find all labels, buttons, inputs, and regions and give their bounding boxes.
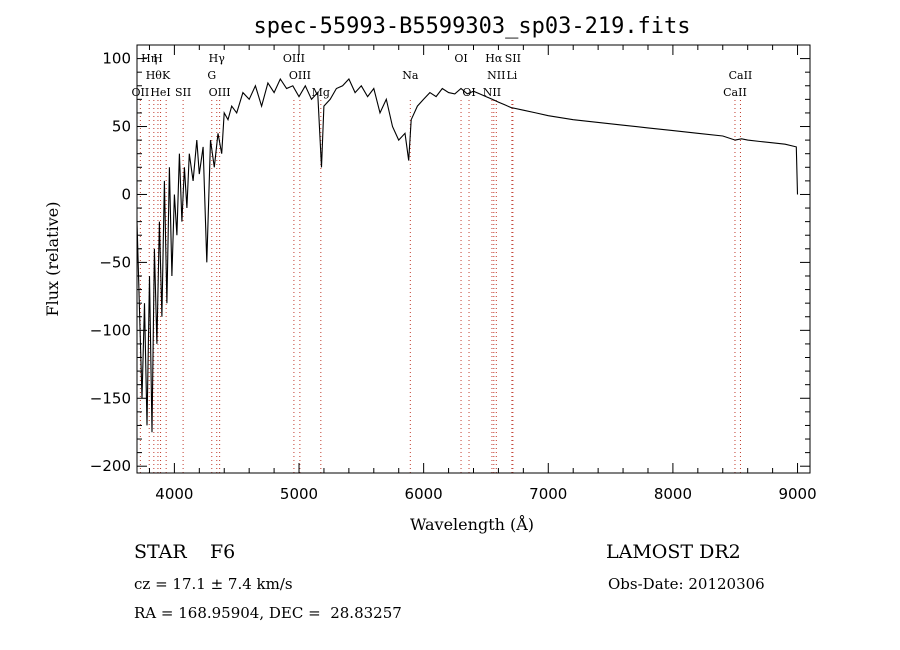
coordinates-text: RA = 168.95904, DEC = 28.83257: [134, 604, 402, 622]
y-tick-label: 50: [112, 118, 131, 136]
line-marker-label: OIII: [283, 52, 305, 65]
y-tick-label: 0: [121, 185, 131, 203]
line-marker-label: SII: [505, 52, 521, 65]
x-tick-label: 7000: [529, 485, 567, 503]
line-marker-label: OII: [132, 86, 150, 99]
survey-label: LAMOST DR2: [606, 541, 741, 563]
line-marker-label: G: [207, 69, 216, 82]
y-tick-label: 100: [102, 50, 131, 68]
line-marker-label: Hθ: [146, 69, 163, 82]
line-marker-label: Hα: [485, 52, 503, 65]
redshift-text: cz = 17.1 ± 7.4 km/s: [134, 575, 293, 593]
x-tick-label: 4000: [155, 485, 193, 503]
x-tick-label: 9000: [778, 485, 816, 503]
line-marker-label: NII: [487, 69, 505, 82]
line-marker-label: CaII: [723, 86, 747, 99]
line-marker-label: Na: [402, 69, 419, 82]
y-tick-label: −50: [99, 253, 131, 271]
line-marker-label: OI: [454, 52, 467, 65]
y-tick-label: −100: [90, 321, 131, 339]
line-marker-label: H: [153, 52, 163, 65]
subclass-label: F6: [210, 541, 236, 563]
line-marker-label: CaII: [729, 69, 753, 82]
line-marker-label: OIII: [289, 69, 311, 82]
x-tick-label: 5000: [280, 485, 318, 503]
line-marker-label: Hγ: [209, 52, 226, 65]
line-marker-label: OI: [462, 86, 475, 99]
line-marker-label: Hη: [141, 52, 157, 65]
y-tick-label: −200: [90, 457, 131, 475]
class-label: STAR: [134, 541, 187, 563]
x-tick-label: 6000: [405, 485, 443, 503]
y-tick-label: −150: [90, 389, 131, 407]
obs-date-text: Obs-Date: 20120306: [608, 575, 765, 593]
emission-line-markers: [139, 100, 741, 473]
x-axis: 4000 5000 6000 7000 8000 9000: [148, 45, 817, 503]
line-marker-label: SII: [175, 86, 191, 99]
line-marker-label: NII: [483, 86, 501, 99]
x-axis-label: Wavelength (Å): [410, 514, 534, 534]
line-marker-label: OIII: [209, 86, 231, 99]
chart-title: spec-55993-B5599303_sp03-219.fits: [253, 14, 690, 39]
line-marker-label: K: [162, 69, 171, 82]
line-marker-label: Mg: [312, 86, 330, 99]
y-axis: −200 −150 −100 −50 0 50 100: [90, 50, 810, 475]
spectrum-series-line: [136, 77, 799, 433]
y-axis-label: Flux (relative): [43, 202, 62, 317]
line-marker-label: HeI: [150, 86, 170, 99]
x-tick-label: 8000: [654, 485, 692, 503]
line-marker-label: Li: [506, 69, 517, 82]
